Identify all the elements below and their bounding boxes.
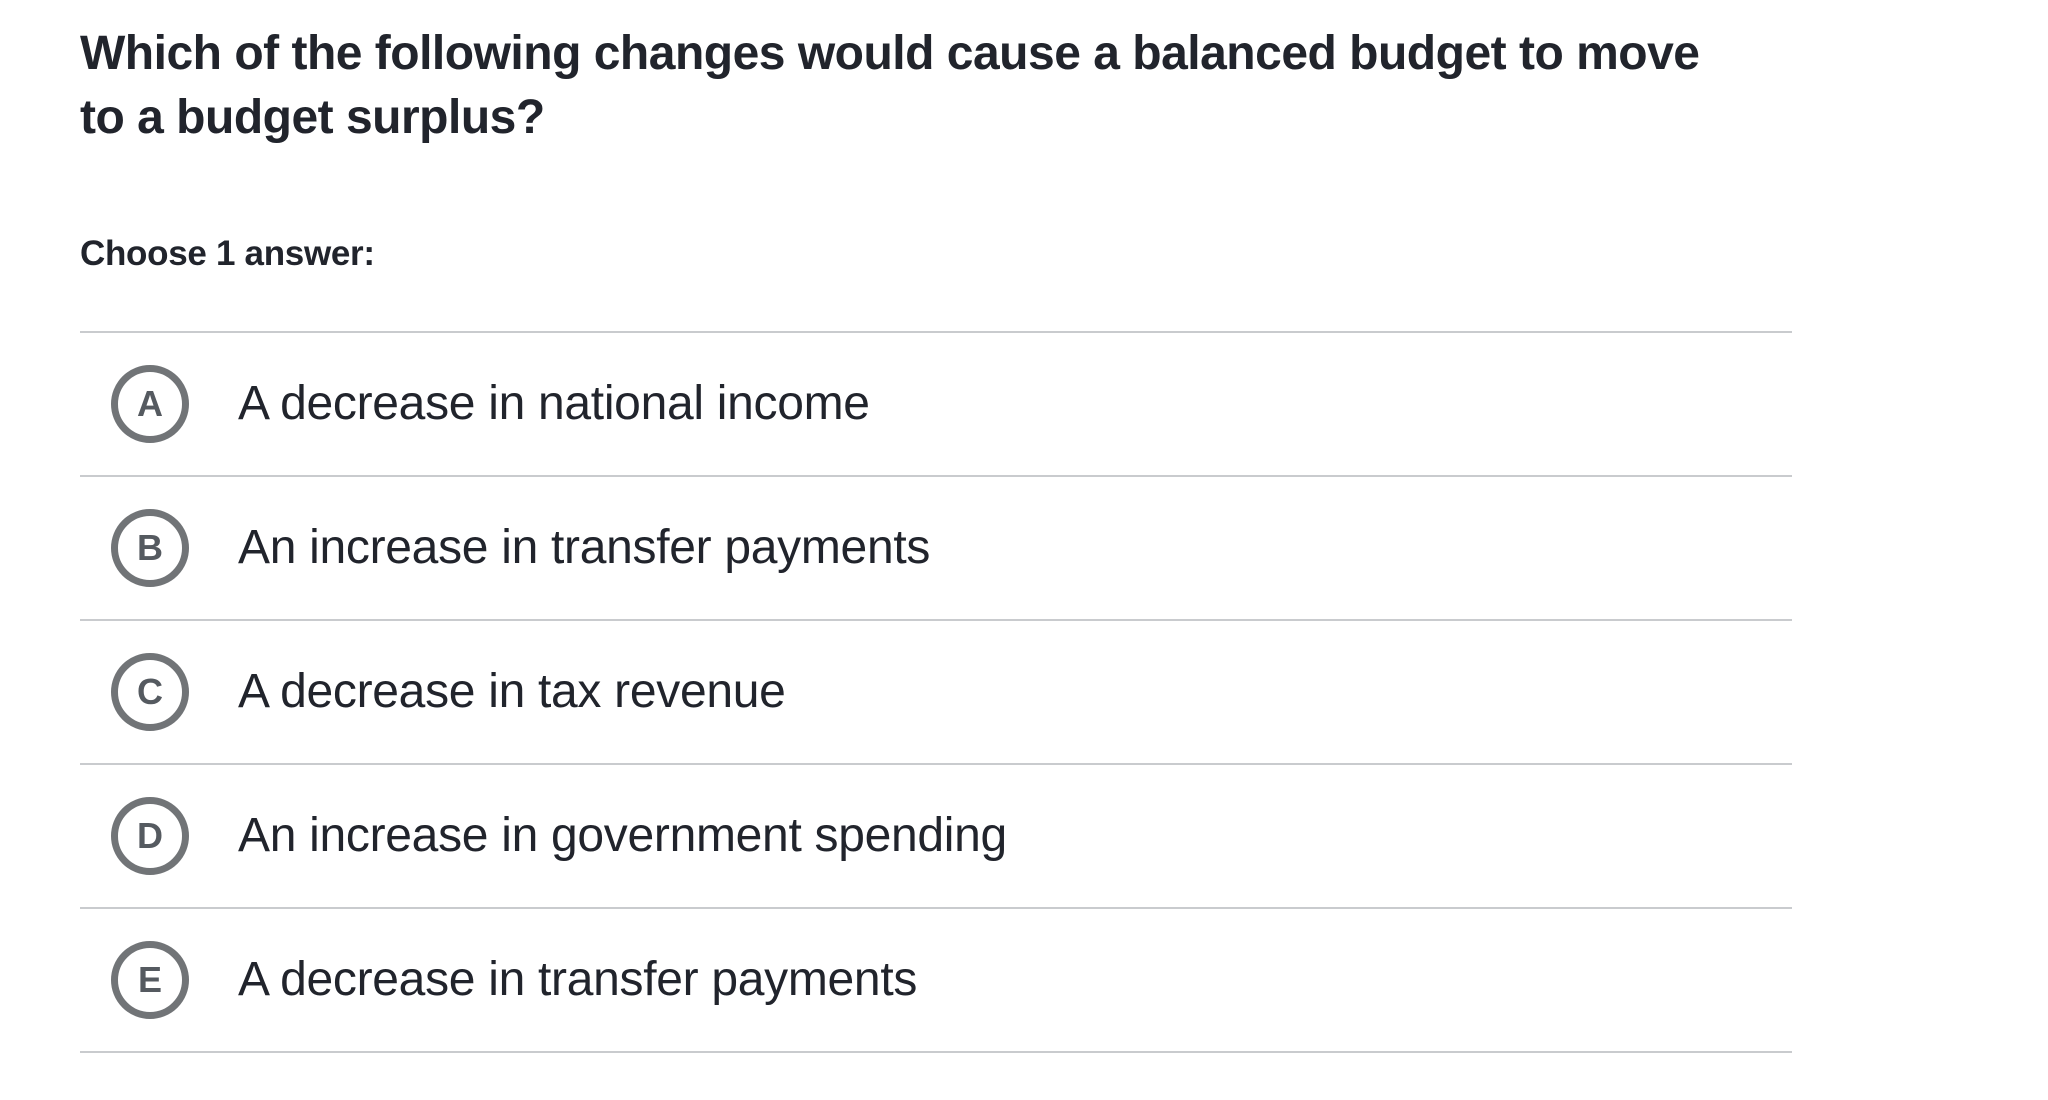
option-letter: E — [137, 959, 162, 1000]
answer-option-e[interactable]: E A decrease in transfer payments — [80, 907, 1792, 1053]
choose-answer-label: Choose 1 answer: — [80, 234, 375, 273]
answer-options-list: A A decrease in national income B An inc… — [80, 331, 1792, 1053]
answer-option-d[interactable]: D An increase in government spending — [80, 763, 1792, 907]
option-letter: A — [137, 383, 163, 424]
answer-option-b[interactable]: B An increase in transfer payments — [80, 475, 1792, 619]
radio-letter-badge: C — [111, 653, 189, 731]
radio-letter-badge: D — [111, 797, 189, 875]
option-letter: B — [137, 527, 163, 568]
option-text: A decrease in national income — [238, 377, 870, 431]
option-text: An increase in government spending — [238, 809, 1007, 863]
option-text: A decrease in transfer payments — [238, 953, 918, 1007]
question-title-line-1: Which of the following changes would cau… — [80, 27, 1700, 80]
question-title-line-2: to a budget surplus? — [80, 91, 545, 144]
question-title: Which of the following changes would cau… — [80, 22, 1792, 150]
question-card: Which of the following changes would cau… — [80, 22, 1792, 1053]
radio-letter-badge: E — [111, 941, 189, 1019]
radio-letter-badge: A — [111, 365, 189, 443]
option-text: A decrease in tax revenue — [238, 665, 786, 719]
option-text: An increase in transfer payments — [238, 521, 931, 575]
radio-letter-badge: B — [111, 509, 189, 587]
option-letter: C — [137, 671, 163, 712]
answer-option-a[interactable]: A A decrease in national income — [80, 331, 1792, 475]
option-letter: D — [137, 815, 163, 856]
answer-option-c[interactable]: C A decrease in tax revenue — [80, 619, 1792, 763]
